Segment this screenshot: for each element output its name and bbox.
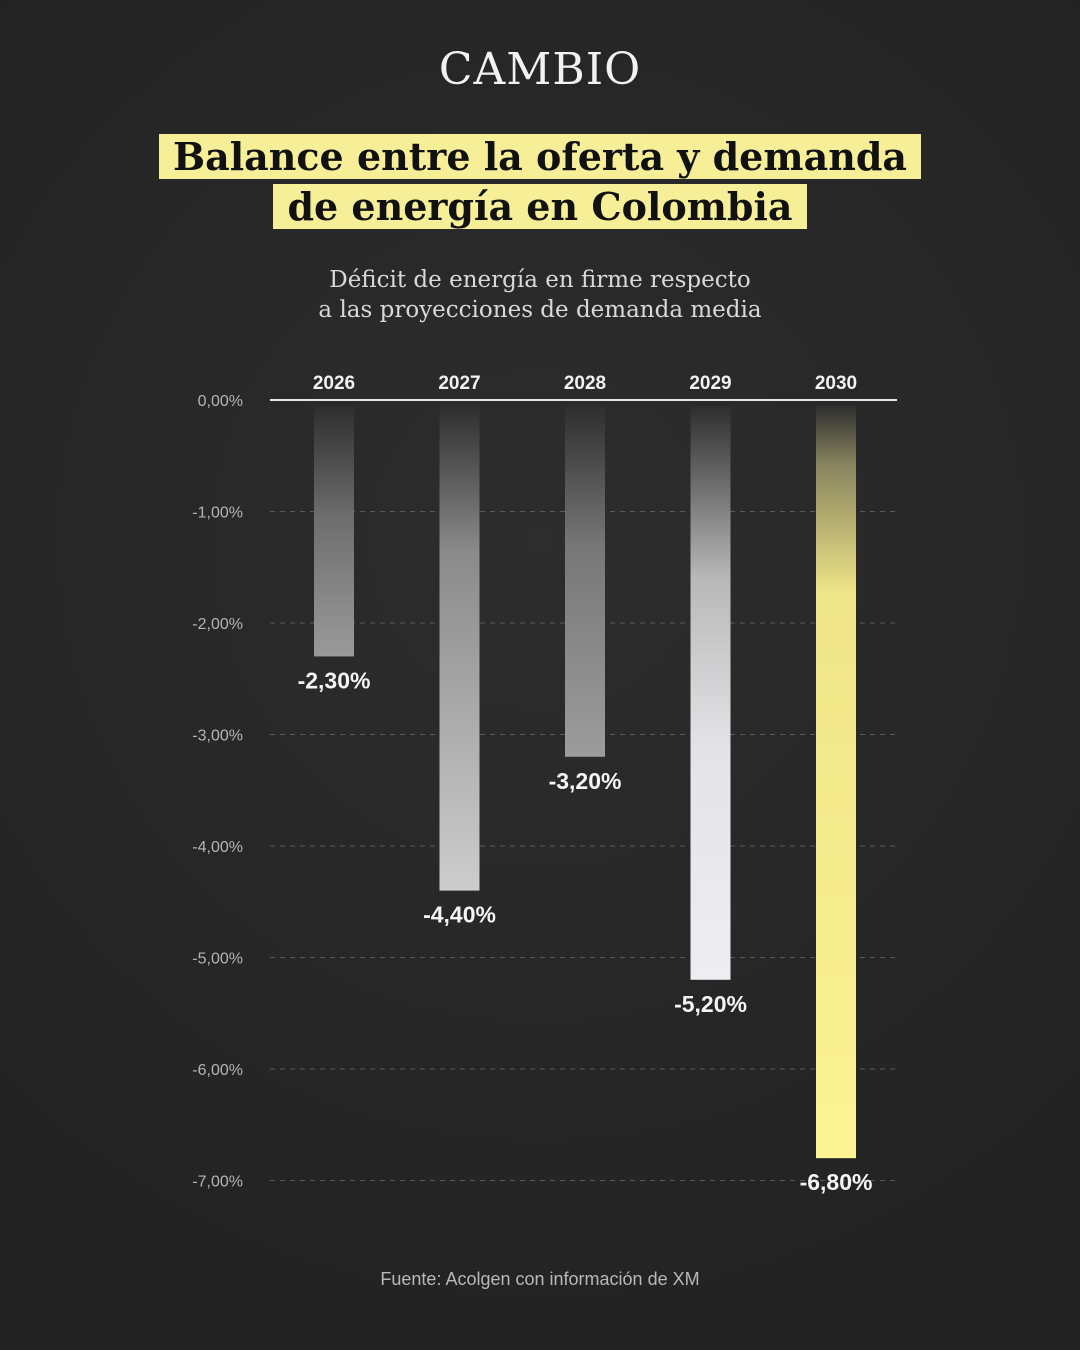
y-tick-label: -3,00% [192, 728, 243, 745]
category-label-2027: 2027 [438, 373, 480, 394]
category-label-2026: 2026 [313, 373, 355, 394]
category-label-2030: 2030 [815, 373, 857, 394]
title-line-1: Balance entre la oferta y demanda [0, 132, 1080, 182]
y-tick-label: -5,00% [192, 951, 243, 968]
y-tick-label: -6,00% [192, 1062, 243, 1079]
y-tick-label: -1,00% [192, 505, 243, 522]
bar-2028 [565, 406, 605, 757]
value-label-2026: -2,30% [298, 667, 371, 693]
title-text-2: de energía en Colombia [273, 184, 807, 229]
y-tick-label: -2,00% [192, 616, 243, 633]
title-line-2: de energía en Colombia [0, 182, 1080, 232]
subtitle-line-2: a las proyecciones de demanda media [318, 297, 762, 323]
category-label-2029: 2029 [689, 373, 731, 394]
category-label-2028: 2028 [564, 373, 606, 394]
bar-2029 [690, 406, 731, 980]
bar-2026 [314, 406, 354, 657]
subtitle-line-1: Déficit de energía en firme respecto [329, 267, 751, 293]
y-tick-label: -7,00% [192, 1174, 243, 1191]
y-tick-label: 0,00% [198, 393, 243, 410]
bar-2027 [439, 406, 480, 891]
value-label-2028: -3,20% [549, 768, 622, 794]
title-text-1: Balance entre la oferta y demanda [158, 134, 922, 179]
value-label-2027: -4,40% [423, 902, 496, 928]
brand-logo: CAMBIO [438, 44, 642, 95]
page-title: Balance entre la oferta y demanda de ene… [0, 132, 1080, 232]
bar-2030 [816, 406, 856, 1159]
y-tick-label: -4,00% [192, 839, 243, 856]
source-note: Fuente: Acolgen con información de XM [380, 1269, 700, 1289]
value-label-2030: -6,80% [800, 1169, 873, 1195]
value-label-2029: -5,20% [674, 991, 747, 1017]
chart-subtitle: Déficit de energía en firme respecto a l… [0, 265, 1080, 325]
